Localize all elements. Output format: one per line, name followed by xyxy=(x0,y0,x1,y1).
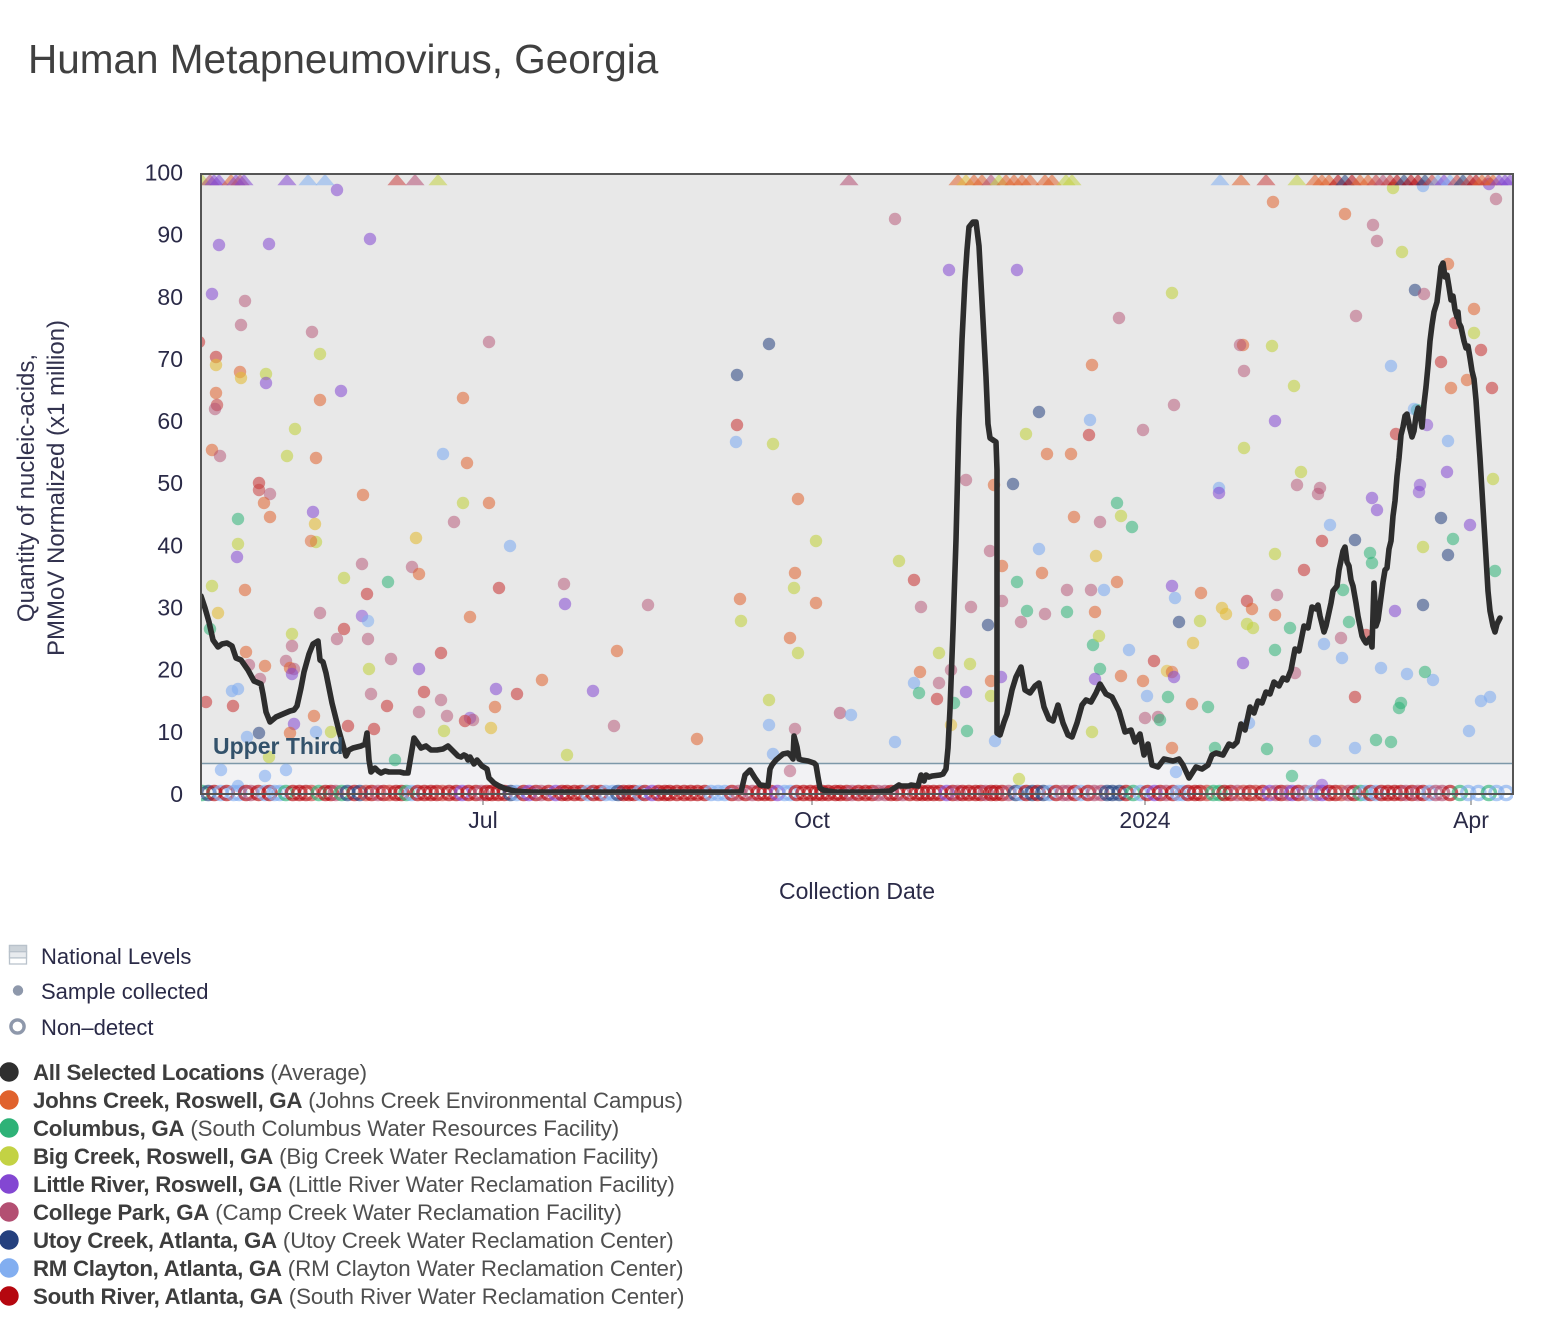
svg-text:Utoy Creek, Atlanta, GA (Utoy: Utoy Creek, Atlanta, GA (Utoy Creek Wate… xyxy=(33,1228,674,1253)
svg-text:50: 50 xyxy=(157,470,183,496)
svg-text:National Levels: National Levels xyxy=(41,944,191,969)
svg-text:40: 40 xyxy=(157,532,183,558)
svg-text:PMMoV Normalized (x1 million): PMMoV Normalized (x1 million) xyxy=(43,320,70,656)
svg-text:30: 30 xyxy=(157,595,183,621)
svg-text:Non–detect: Non–detect xyxy=(41,1015,154,1040)
svg-text:Oct: Oct xyxy=(794,807,830,833)
svg-text:Upper Third: Upper Third xyxy=(213,733,343,759)
svg-text:Apr: Apr xyxy=(1453,807,1489,833)
svg-text:Collection Date: Collection Date xyxy=(779,878,935,904)
svg-text:0: 0 xyxy=(170,781,183,807)
svg-text:Big Creek, Roswell, GA (Big Cr: Big Creek, Roswell, GA (Big Creek Water … xyxy=(33,1144,659,1169)
svg-text:RM Clayton, Atlanta, GA (RM Cl: RM Clayton, Atlanta, GA (RM Clayton Wate… xyxy=(33,1256,684,1281)
svg-text:80: 80 xyxy=(157,284,183,310)
svg-text:Jul: Jul xyxy=(468,807,497,833)
svg-text:2024: 2024 xyxy=(1119,807,1170,833)
svg-text:10: 10 xyxy=(157,719,183,745)
svg-text:Human Metapneumovirus, Georgia: Human Metapneumovirus, Georgia xyxy=(28,36,659,82)
svg-text:Columbus, GA (South Columbus W: Columbus, GA (South Columbus Water Resou… xyxy=(33,1116,619,1141)
svg-text:All Selected Locations (Averag: All Selected Locations (Average) xyxy=(33,1060,367,1085)
svg-text:20: 20 xyxy=(157,657,183,683)
svg-text:Johns Creek, Roswell, GA (John: Johns Creek, Roswell, GA (Johns Creek En… xyxy=(33,1088,683,1113)
svg-text:60: 60 xyxy=(157,408,183,434)
svg-text:70: 70 xyxy=(157,346,183,372)
svg-text:Quantity of nucleic-acids,: Quantity of nucleic-acids, xyxy=(13,354,40,622)
svg-text:Little River, Roswell, GA (Lit: Little River, Roswell, GA (Little River … xyxy=(33,1172,675,1197)
svg-text:College Park, GA (Camp Creek W: College Park, GA (Camp Creek Water Recla… xyxy=(33,1200,622,1225)
svg-text:100: 100 xyxy=(145,160,183,186)
svg-text:South River, Atlanta, GA (Sout: South River, Atlanta, GA (South River Wa… xyxy=(33,1284,684,1309)
svg-text:90: 90 xyxy=(157,222,183,248)
svg-text:Sample collected: Sample collected xyxy=(41,979,209,1004)
